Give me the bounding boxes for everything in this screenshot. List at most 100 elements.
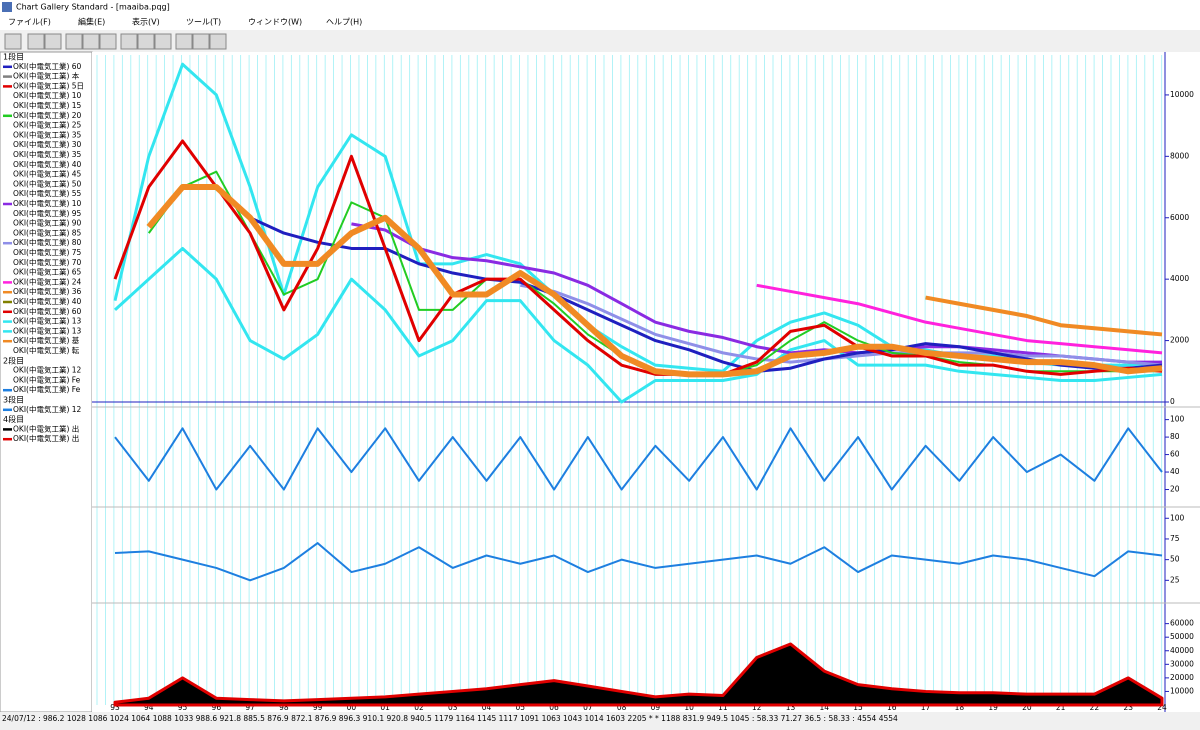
x-tick-label: 24 xyxy=(1157,703,1167,712)
tool-button[interactable] xyxy=(137,33,155,50)
x-tick-label: 08 xyxy=(617,703,627,712)
y-tick-label: 25 xyxy=(1170,575,1180,584)
tool-button[interactable] xyxy=(154,33,172,50)
tool-button[interactable] xyxy=(82,33,100,50)
legend-label: OKI(中電気工業) 95 xyxy=(13,208,82,218)
x-tick-label: 97 xyxy=(245,703,255,712)
menu-item[interactable]: ウィンドウ(W) xyxy=(248,18,302,27)
legend-label: OKI(中電気工業) 80 xyxy=(13,237,82,247)
legend-label: OKI(中電気工業) 40 xyxy=(13,296,82,306)
x-tick-label: 07 xyxy=(583,703,593,712)
x-tick-label: 94 xyxy=(144,703,154,712)
x-tick-label: 02 xyxy=(414,703,424,712)
menu-item[interactable]: ヘルプ(H) xyxy=(326,18,362,27)
legend-label: OKI(中電気工業) 25 xyxy=(13,120,82,130)
y-tick-label: 6000 xyxy=(1170,213,1189,222)
y-tick-label: 0 xyxy=(1170,397,1175,406)
series-line xyxy=(113,246,1163,404)
legend-label: OKI(中電気工業) 13 xyxy=(13,316,82,326)
x-tick-label: 14 xyxy=(819,703,829,712)
menu-item[interactable]: ツール(T) xyxy=(186,18,221,27)
y-tick-label: 4000 xyxy=(1170,274,1189,283)
legend-heading: 3段目 xyxy=(3,395,24,405)
legend-label: OKI(中電気工業) 45 xyxy=(13,169,82,179)
x-tick-label: 12 xyxy=(752,703,762,712)
tool-button[interactable] xyxy=(209,33,227,50)
tool-button[interactable] xyxy=(27,33,45,50)
series-line xyxy=(520,283,1163,367)
app-icon xyxy=(2,2,12,12)
tool-button[interactable] xyxy=(44,33,62,50)
tool-button[interactable] xyxy=(120,33,138,50)
series-line xyxy=(114,427,1163,491)
legend-label: OKI(中電気工業) 65 xyxy=(13,267,82,277)
tool-button[interactable] xyxy=(175,33,193,50)
legend-label: OKI(中電気工業) 85 xyxy=(13,227,82,237)
menu-item[interactable]: ファイル(F) xyxy=(8,18,51,27)
legend-label: OKI(中電気工業) 出 xyxy=(13,433,79,443)
x-tick-label: 20 xyxy=(1022,703,1032,712)
y-tick-label: 50000 xyxy=(1170,632,1194,641)
x-tick-label: 93 xyxy=(110,703,120,712)
x-tick-label: 01 xyxy=(380,703,390,712)
y-tick-label: 75 xyxy=(1170,534,1180,543)
series-line xyxy=(756,283,1163,355)
legend-label: OKI(中電気工業) 70 xyxy=(13,257,82,267)
x-tick-label: 10 xyxy=(684,703,694,712)
y-tick-label: 80 xyxy=(1170,432,1180,441)
tool-button[interactable] xyxy=(99,33,117,50)
legend-label: OKI(中電気工業) 90 xyxy=(13,218,82,228)
legend-label: OKI(中電気工業) 35 xyxy=(13,149,82,159)
legend-label: OKI(中電気工業) 55 xyxy=(13,188,82,198)
legend-label: OKI(中電気工業) 15 xyxy=(13,100,82,110)
x-tick-label: 19 xyxy=(988,703,998,712)
toolbar-buttons xyxy=(4,33,227,50)
legend-label: OKI(中電気工業) 24 xyxy=(13,276,82,286)
legend-label: OKI(中電気工業) 12 xyxy=(13,365,82,375)
x-tick-label: 98 xyxy=(279,703,289,712)
y-tick-label: 50 xyxy=(1170,555,1180,564)
legend-label: OKI(中電気工業) 35 xyxy=(13,129,82,139)
tool-button[interactable] xyxy=(192,33,210,50)
y-tick-label: 100 xyxy=(1170,415,1185,424)
volume-area xyxy=(113,642,1164,707)
status-bar xyxy=(0,712,1200,726)
series-line xyxy=(114,542,1163,582)
y-tick-label: 20000 xyxy=(1170,673,1194,682)
y-tick-label: 100 xyxy=(1170,513,1185,522)
tool-button[interactable] xyxy=(4,33,22,50)
y-tick-label: 10000 xyxy=(1170,90,1194,99)
x-tick-label: 00 xyxy=(347,703,357,712)
series-line xyxy=(146,184,1163,378)
y-tick-label: 30000 xyxy=(1170,659,1194,668)
legend-heading: 1段目 xyxy=(3,52,24,62)
y-tick-label: 2000 xyxy=(1170,336,1189,345)
tool-button[interactable] xyxy=(65,33,83,50)
title-bar xyxy=(0,0,1200,14)
legend-label: OKI(中電気工業) 50 xyxy=(13,178,82,188)
legend-heading: 4段目 xyxy=(3,414,24,424)
x-tick-label: 99 xyxy=(313,703,323,712)
series-line xyxy=(249,216,1163,373)
x-tick-label: 95 xyxy=(178,703,188,712)
legend-heading: 2段目 xyxy=(3,355,24,365)
y-tick-label: 10000 xyxy=(1170,686,1194,695)
menu-item[interactable]: 表示(V) xyxy=(132,17,160,27)
x-tick-label: 21 xyxy=(1056,703,1066,712)
x-tick-label: 16 xyxy=(887,703,897,712)
legend-label: OKI(中電気工業) 13 xyxy=(13,325,82,335)
x-tick-label: 96 xyxy=(212,703,222,712)
status-text: 24/07/12 : 986.2 1028 1086 1024 1064 108… xyxy=(2,714,898,723)
series-line xyxy=(113,139,1163,376)
legend-label: OKI(中電気工業) 基 xyxy=(13,335,80,345)
x-tick-label: 11 xyxy=(718,703,728,712)
x-tick-label: 09 xyxy=(651,703,661,712)
menu-item[interactable]: 編集(E) xyxy=(78,17,105,27)
legend-label: OKI(中電気工業) 10 xyxy=(13,198,82,208)
legend-label: OKI(中電気工業) 12 xyxy=(13,404,82,414)
x-tick-label: 04 xyxy=(482,703,492,712)
legend-label: OKI(中電気工業) 出 xyxy=(13,423,79,433)
window-title: Chart Gallery Standard - [maaiba.pqg] xyxy=(16,3,170,12)
